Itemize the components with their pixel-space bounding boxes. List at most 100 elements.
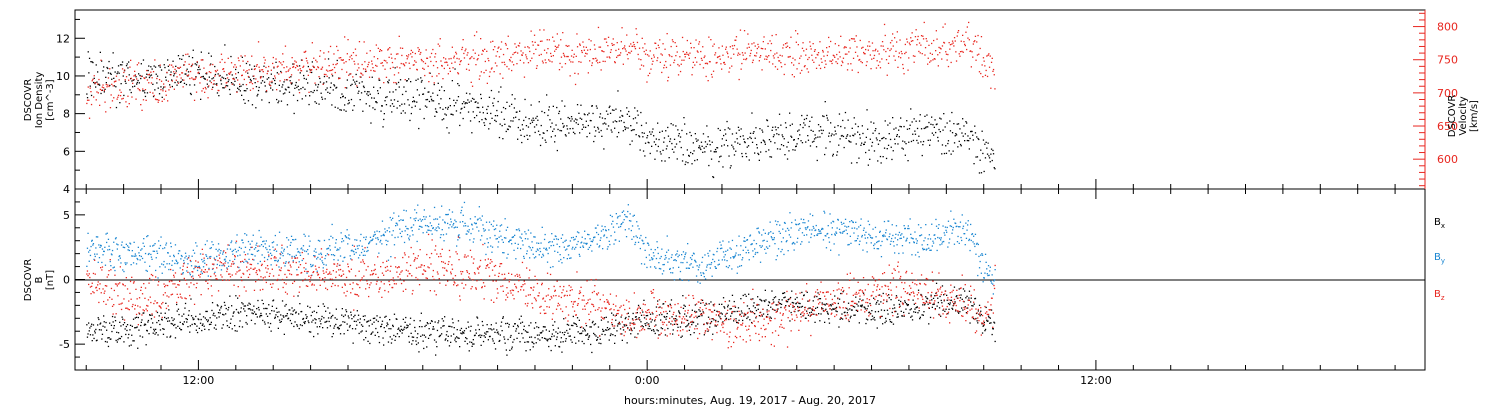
by-point xyxy=(193,252,196,254)
bx-point xyxy=(92,334,94,336)
by-point xyxy=(124,262,126,264)
density-point xyxy=(537,119,539,121)
bx-point xyxy=(828,318,830,320)
by-point xyxy=(346,229,348,231)
by-point xyxy=(423,216,425,218)
by-point xyxy=(348,234,350,236)
density-point xyxy=(611,109,614,111)
density-point xyxy=(214,65,216,68)
bx-point xyxy=(292,310,294,312)
velocity-point xyxy=(474,52,476,54)
by-point xyxy=(295,254,297,256)
velocity-point xyxy=(136,64,138,66)
bx-point xyxy=(610,333,612,335)
bx-point xyxy=(410,332,412,334)
velocity-point xyxy=(257,41,260,43)
velocity-point xyxy=(773,57,775,59)
bx-point xyxy=(664,316,666,318)
velocity-point xyxy=(317,67,320,69)
bx-point xyxy=(293,325,295,328)
density-point xyxy=(923,127,925,130)
velocity-point xyxy=(323,73,326,76)
velocity-point xyxy=(651,63,653,65)
by-point xyxy=(417,204,419,206)
by-point xyxy=(238,266,240,269)
velocity-point xyxy=(879,61,881,63)
density-point xyxy=(708,140,711,142)
velocity-point xyxy=(307,74,309,76)
density-point xyxy=(391,103,394,105)
bx-point xyxy=(369,319,372,321)
bx-point xyxy=(334,317,336,319)
by-point xyxy=(253,248,256,250)
velocity-point xyxy=(554,45,556,47)
by-point xyxy=(307,249,309,251)
density-point xyxy=(206,73,208,75)
velocity-point xyxy=(845,46,847,49)
velocity-point xyxy=(435,61,437,63)
velocity-point xyxy=(266,72,268,75)
density-point xyxy=(289,80,291,82)
bx-point xyxy=(350,311,352,313)
bx-point xyxy=(170,335,172,337)
velocity-point xyxy=(793,64,795,66)
by-point xyxy=(275,250,278,252)
velocity-point xyxy=(240,55,242,57)
bx-point xyxy=(183,321,185,323)
by-point xyxy=(259,245,261,247)
density-point xyxy=(680,146,682,149)
by-point xyxy=(231,240,233,242)
density-point xyxy=(707,136,709,138)
velocity-point xyxy=(391,61,394,64)
by-point xyxy=(129,243,132,245)
by-point xyxy=(201,258,203,261)
density-point xyxy=(598,131,600,133)
bx-point xyxy=(194,323,196,325)
density-point xyxy=(948,150,950,152)
density-point xyxy=(360,76,362,78)
bx-point xyxy=(731,294,734,296)
density-point xyxy=(949,120,951,122)
bx-point xyxy=(374,334,376,336)
bx-point xyxy=(588,336,590,338)
density-point xyxy=(467,111,470,113)
bx-point xyxy=(825,303,828,305)
by-point xyxy=(184,252,187,254)
density-point xyxy=(954,135,956,137)
density-point xyxy=(587,124,589,127)
by-point xyxy=(314,248,317,250)
bx-point xyxy=(113,325,115,327)
density-point xyxy=(259,76,262,78)
density-point xyxy=(982,139,985,141)
velocity-point xyxy=(972,56,974,58)
by-point xyxy=(110,253,113,255)
density-point xyxy=(678,133,680,135)
density-point xyxy=(916,127,919,130)
by-point xyxy=(243,261,245,263)
bx-point xyxy=(479,336,482,338)
density-point xyxy=(331,104,333,106)
by-point xyxy=(137,258,139,261)
bx-point xyxy=(877,310,880,313)
by-point xyxy=(329,245,331,247)
bx-point xyxy=(285,303,287,306)
density-point xyxy=(292,63,294,65)
bx-point xyxy=(780,306,782,309)
density-point xyxy=(407,99,409,101)
by-point xyxy=(165,244,167,246)
density-point xyxy=(366,93,368,95)
density-point xyxy=(907,160,909,162)
velocity-point xyxy=(261,69,263,71)
bx-point xyxy=(392,324,394,326)
density-point xyxy=(107,67,109,70)
density-point xyxy=(550,136,552,138)
velocity-point xyxy=(842,57,845,59)
velocity-point xyxy=(856,46,858,48)
by-point xyxy=(383,233,385,236)
density-point xyxy=(833,134,835,136)
density-point xyxy=(962,118,964,120)
by-point xyxy=(92,244,94,246)
density-point xyxy=(972,134,974,136)
velocity-point xyxy=(226,81,228,84)
density-point xyxy=(319,81,322,83)
